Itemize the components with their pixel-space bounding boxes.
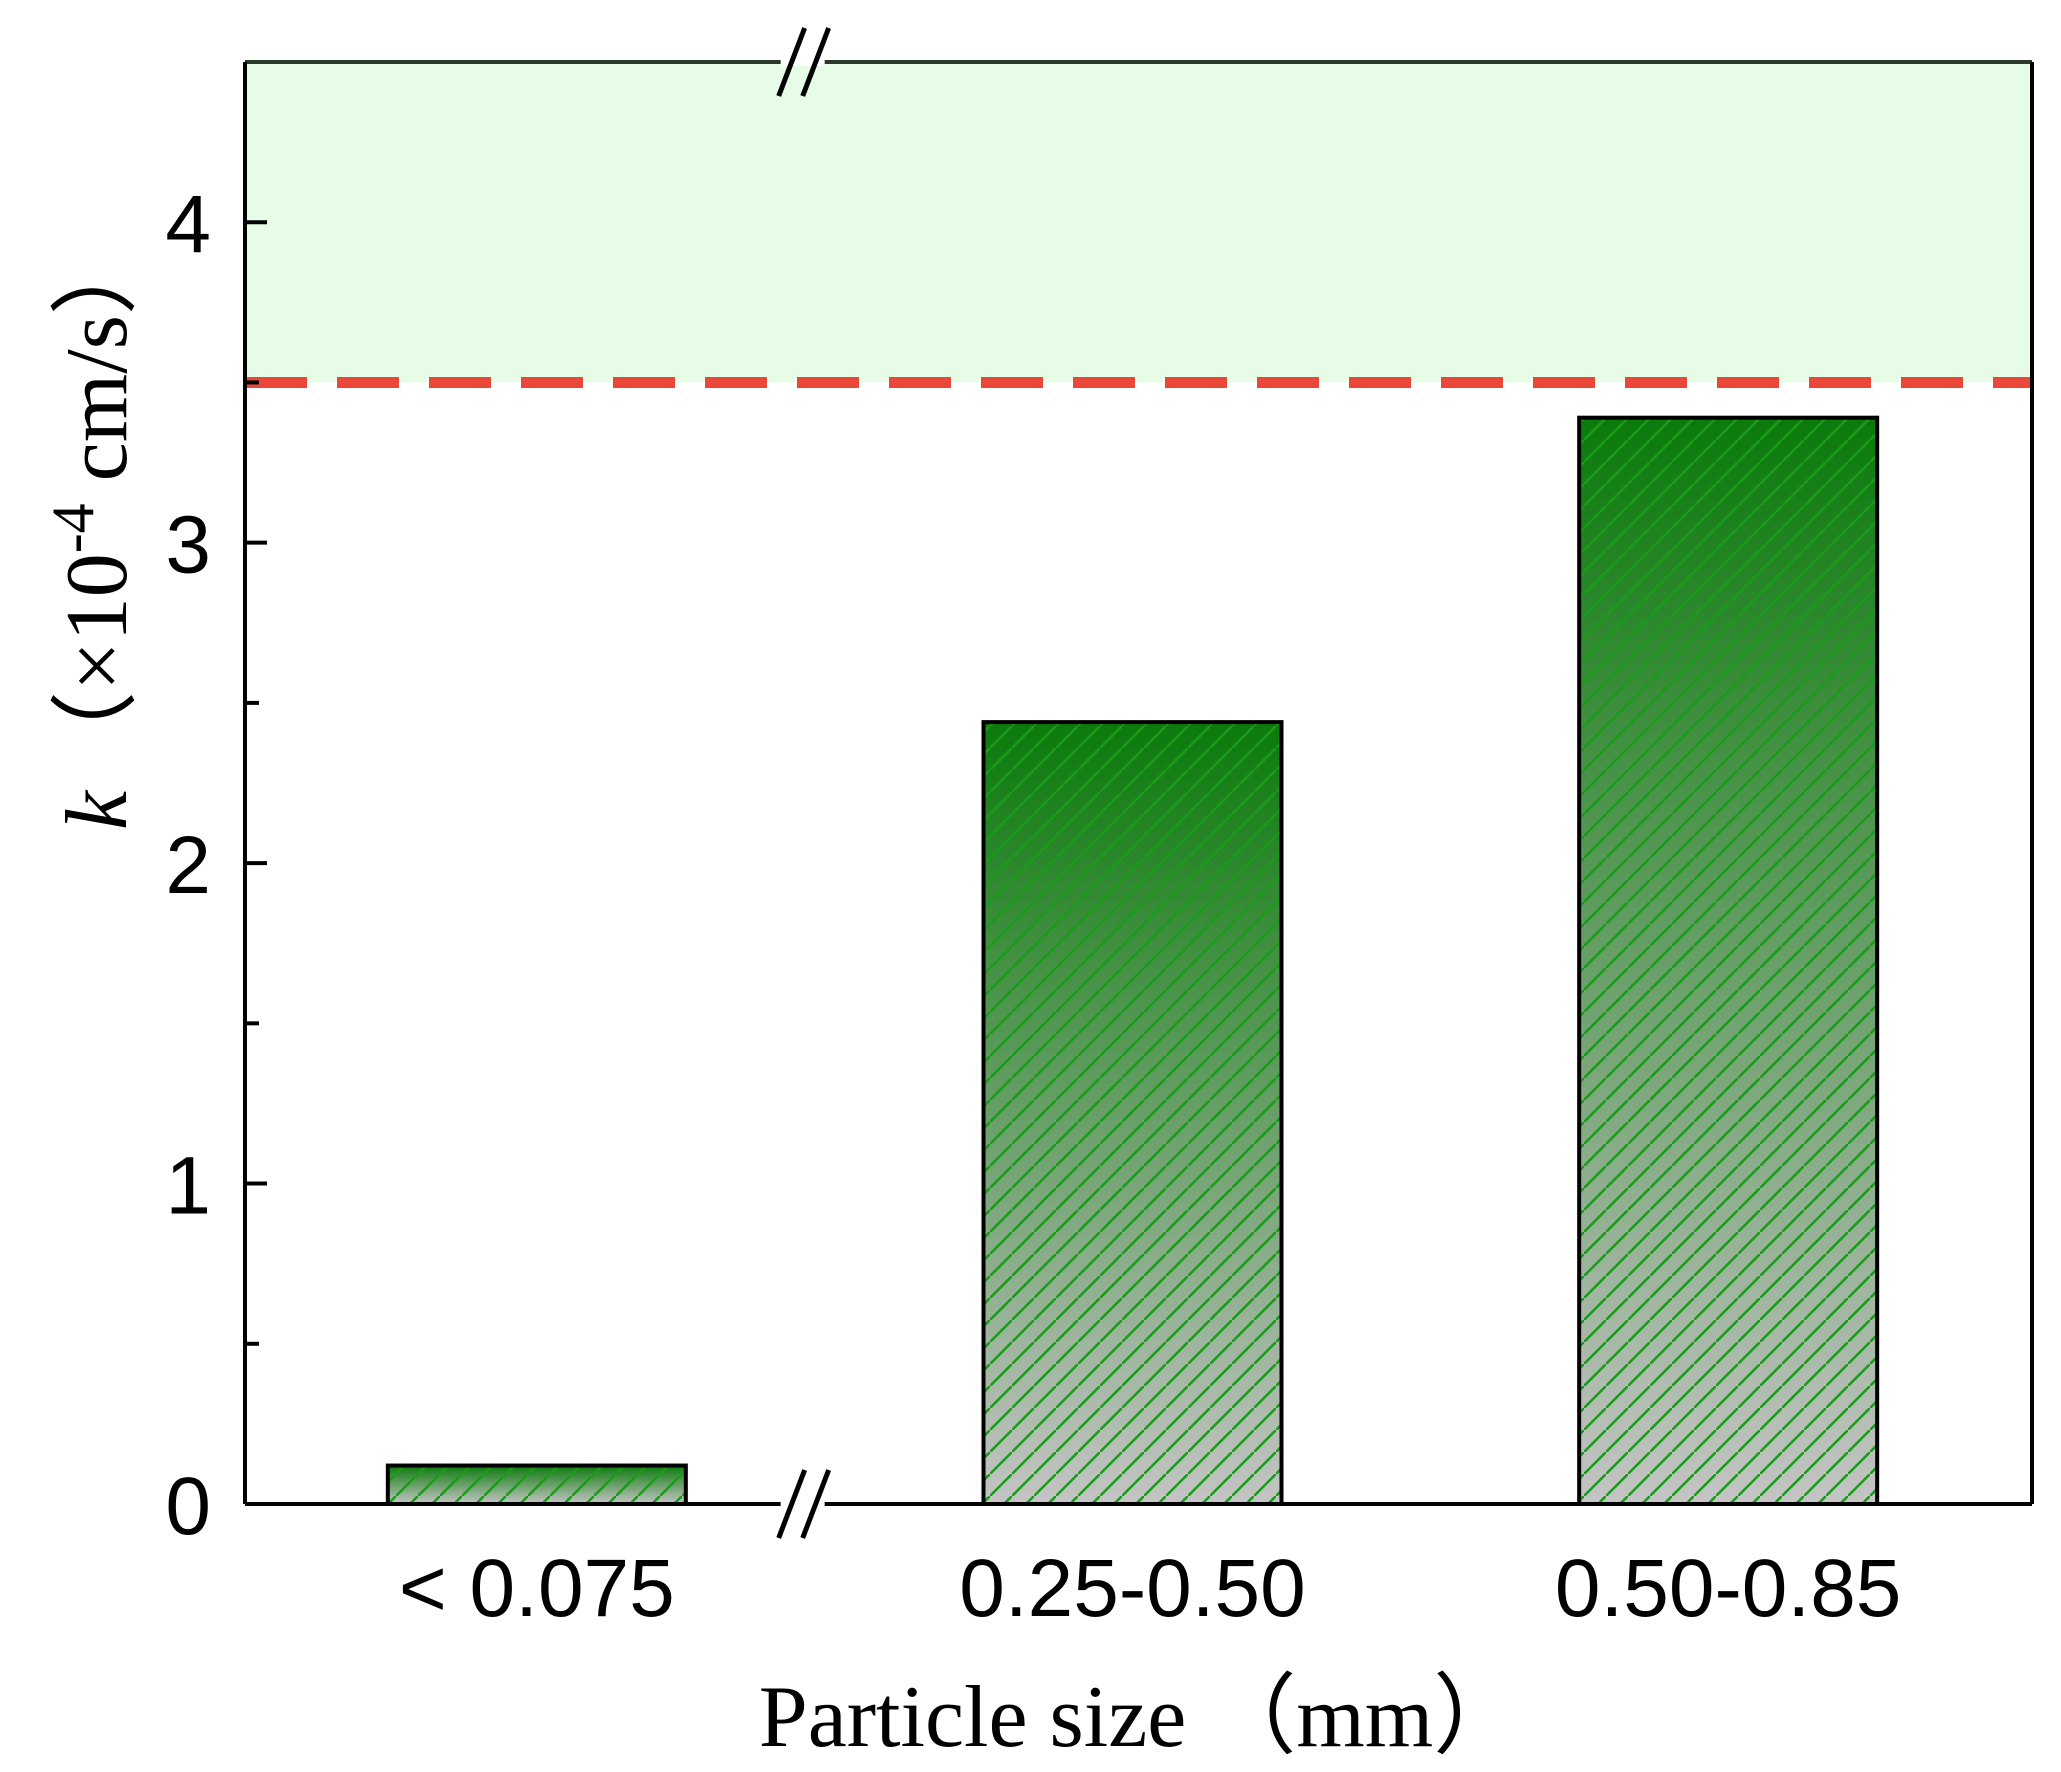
axis-break-marks — [776, 27, 832, 1539]
axis-break-gap — [780, 1500, 825, 1508]
y-axis-title-exponent: -4 — [40, 503, 106, 553]
x-tick-label: < 0.075 — [399, 1543, 675, 1634]
axis-break-stroke — [776, 1469, 808, 1539]
plot-frame — [243, 60, 2034, 1506]
y-axis-title-k: k — [49, 789, 146, 830]
bar-1 — [385, 1463, 688, 1506]
x-tick-label: 0.25-0.50 — [959, 1543, 1306, 1634]
y-axis: 0 1 2 3 4 — [165, 179, 267, 1552]
y-axis-title-suffix: cm/s） — [49, 227, 146, 503]
y-tick-label: 1 — [165, 1141, 211, 1232]
bars-group — [385, 415, 1880, 1506]
axis-break-bottom — [776, 1469, 832, 1539]
y-axis-title-prefix: （×10 — [49, 553, 146, 779]
y-axis-title: k （×10-4 cm/s） — [40, 227, 146, 830]
axis-break-stroke — [776, 27, 808, 97]
y-tick-label: 2 — [165, 820, 211, 911]
bar-hatch — [983, 722, 1282, 1504]
x-tick-label: 0.50-0.85 — [1555, 1543, 1902, 1634]
axis-break-gap — [780, 58, 825, 66]
x-axis: < 0.075 0.25-0.50 0.50-0.85 — [399, 1543, 1902, 1634]
axis-break-top — [776, 27, 832, 97]
axis-break-stroke — [800, 27, 832, 97]
y-tick-label: 3 — [165, 500, 211, 591]
bar-2 — [981, 720, 1284, 1506]
axis-break-stroke — [800, 1469, 832, 1539]
bar-hatch — [387, 1465, 686, 1504]
bar-hatch — [1579, 417, 1878, 1504]
y-tick-label: 0 — [165, 1461, 211, 1552]
bar-3 — [1577, 415, 1880, 1506]
y-tick-label: 4 — [165, 179, 211, 270]
threshold-region — [245, 62, 2032, 383]
x-axis-title: Particle size （mm） — [759, 1669, 1521, 1766]
